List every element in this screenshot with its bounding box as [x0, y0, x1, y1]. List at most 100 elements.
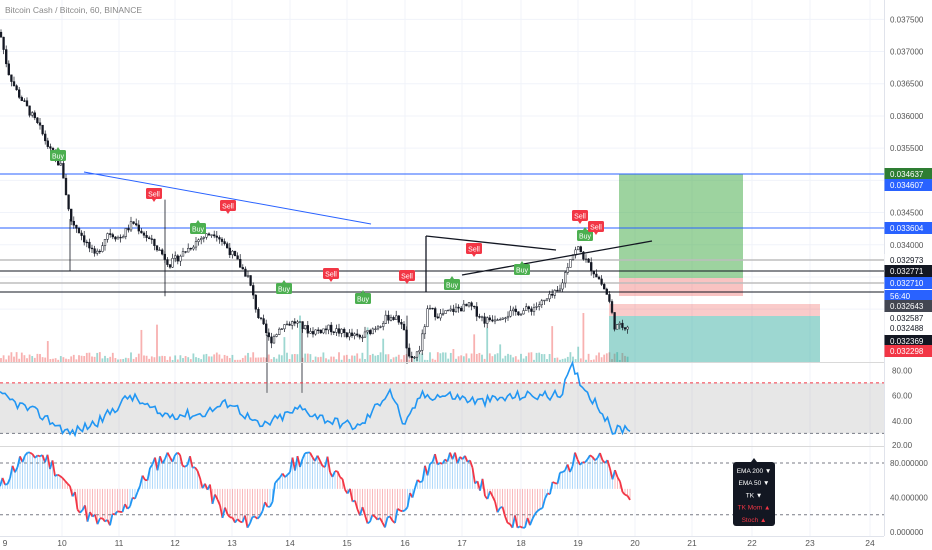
- candle-body: [553, 289, 556, 296]
- volume-bar: [548, 354, 551, 362]
- candle-body: [457, 306, 460, 309]
- stoch-line-segment: [182, 464, 186, 468]
- signal-pointer: [361, 290, 365, 293]
- stoch-line-segment: [254, 515, 259, 520]
- candle-body: [561, 282, 564, 290]
- signal-badge: [146, 188, 162, 199]
- candle-body: [545, 298, 549, 301]
- volume-bar: [200, 359, 203, 362]
- volume-bar: [96, 352, 99, 362]
- volume-bar: [2, 355, 5, 362]
- stoch-pane[interactable]: [0, 451, 884, 529]
- volume-bar: [585, 359, 587, 362]
- stoch-line-segment: [54, 473, 58, 477]
- volume-bar: [522, 358, 525, 362]
- rsi-tick-label: 20.00: [892, 441, 913, 450]
- volume-bar: [426, 359, 429, 362]
- volume-bar: [241, 357, 244, 362]
- stoch-line-segment: [269, 501, 274, 508]
- price-label-bg: [884, 179, 932, 191]
- legend-menu-item[interactable]: EMA 50 ▼: [738, 480, 769, 487]
- candle-body: [418, 350, 421, 353]
- volume-bar: [436, 352, 439, 362]
- volume-bar: [382, 338, 385, 362]
- stoch-line-segment: [304, 451, 308, 455]
- stoch-line-segment: [517, 525, 521, 529]
- candle-body: [7, 63, 10, 76]
- volume-bar: [574, 359, 577, 362]
- position-zones[interactable]: [609, 174, 820, 362]
- volume-bar: [28, 354, 31, 362]
- candle-body: [116, 236, 120, 240]
- price-label-text: 0.032587: [890, 314, 924, 323]
- volume-bar: [538, 352, 541, 362]
- indicator-legend-menu[interactable]: EMA 200 ▼ EMA 50 ▼ TK ▼ TK Mom ▲ Stoch ▲: [733, 458, 775, 526]
- stoch-line-segment: [456, 456, 461, 464]
- volume-bar: [153, 357, 156, 362]
- signal-pointer: [196, 220, 200, 223]
- signal-label: Sell: [222, 204, 234, 211]
- volume-bar: [540, 354, 543, 362]
- stoch-line-segment: [494, 501, 499, 513]
- candlesticks[interactable]: [0, 29, 629, 393]
- volume-bar: [228, 358, 231, 362]
- volume-bar: [88, 352, 91, 362]
- volume-bar: [343, 355, 346, 362]
- volume-bar: [366, 327, 369, 362]
- volume-bar: [361, 352, 364, 362]
- price-label-tag: 0.034607: [884, 179, 932, 191]
- volume-bar: [569, 352, 572, 362]
- volume-bar: [231, 354, 234, 362]
- rsi-pane[interactable]: [0, 360, 884, 438]
- horizontal-lines[interactable]: [0, 173, 884, 293]
- stoch-line-segment: [109, 513, 114, 526]
- price-label-bg: [884, 322, 932, 334]
- legend-menu-item[interactable]: Stoch ▲: [742, 517, 767, 524]
- candle-body: [150, 238, 153, 240]
- volume-bar: [322, 352, 325, 362]
- volume-bar: [626, 356, 629, 362]
- legend-menu-item[interactable]: EMA 200 ▼: [737, 468, 772, 475]
- candle-body: [12, 81, 16, 87]
- stoch-line-segment: [319, 460, 324, 467]
- stoch-line-segment: [416, 479, 421, 483]
- trend-lines[interactable]: [83, 171, 653, 292]
- stoch-line-segment: [524, 517, 529, 528]
- stoch-line-segment: [496, 507, 501, 513]
- candle-body: [249, 275, 252, 286]
- stoch-line-segment: [419, 480, 423, 484]
- signal-buy: Buy: [444, 276, 460, 290]
- candle-body: [254, 294, 257, 310]
- volume-bar: [319, 356, 322, 362]
- legend-menu-item[interactable]: TK ▼: [746, 492, 763, 499]
- candle-body: [96, 250, 99, 254]
- volume-bar: [468, 358, 470, 362]
- signal-badge: [444, 279, 460, 290]
- candle-body: [509, 310, 512, 317]
- candle-body: [395, 315, 398, 320]
- volume-bar: [624, 355, 626, 362]
- stoch-line-segment: [529, 518, 534, 526]
- volume-bar: [486, 327, 489, 362]
- volume-bar: [265, 357, 268, 362]
- volume-bar: [111, 352, 114, 362]
- volume-bar: [213, 354, 216, 362]
- legend-menu-item[interactable]: TK Mom ▲: [738, 505, 771, 512]
- time-axis[interactable]: 9 10 11 12 13 14 15 16 17 18 19 20 21 22 23 24: [3, 538, 875, 548]
- volume-bar: [72, 354, 75, 362]
- candle-body: [387, 314, 390, 321]
- signal-pointer: [282, 280, 286, 283]
- candle-body: [215, 235, 218, 238]
- volume-bar: [7, 355, 10, 362]
- volume-bar: [195, 357, 197, 362]
- stoch-line-segment: [589, 454, 594, 458]
- rsi-axis[interactable]: 80.00 60.00 40.00 20.00: [892, 366, 913, 450]
- volume-bar: [257, 357, 260, 362]
- stoch-line-segment: [96, 517, 101, 525]
- candle-body: [483, 316, 486, 324]
- stoch-axis[interactable]: 80.000000 40.000000 0.000000: [890, 459, 928, 537]
- stoch-line-segment: [619, 481, 624, 493]
- stoch-line-segment: [536, 508, 541, 512]
- volume-bar: [140, 329, 143, 362]
